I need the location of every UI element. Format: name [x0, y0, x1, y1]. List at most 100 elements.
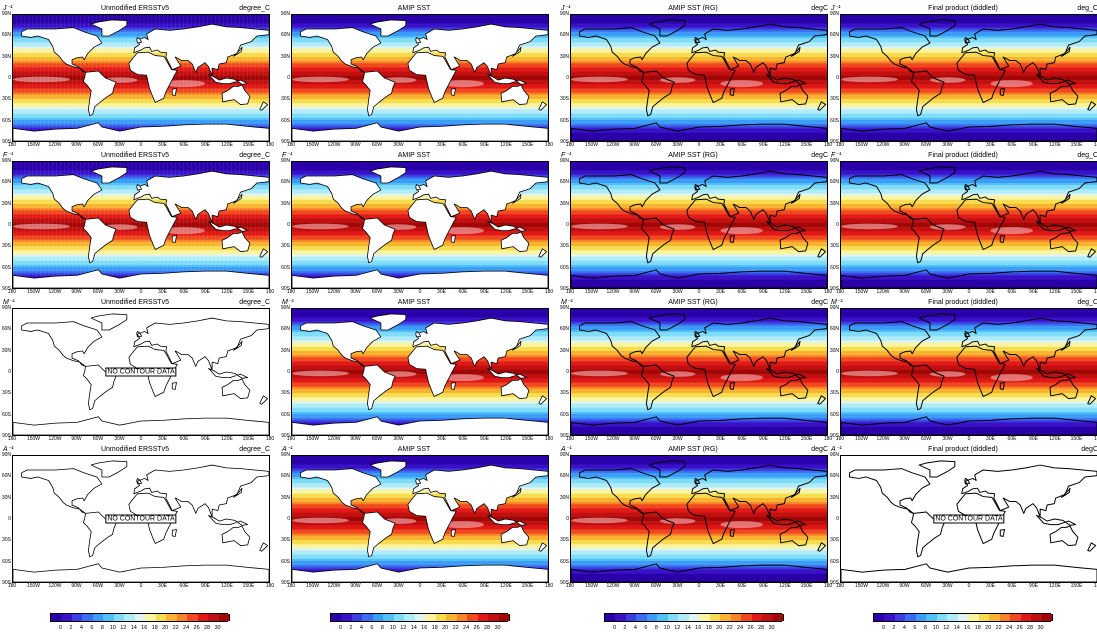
panel-units: degree_C: [239, 299, 270, 306]
coastline-new-zealand: [817, 395, 827, 405]
sst-band: [841, 393, 1097, 396]
sst-band: [13, 235, 269, 238]
latitude-tick-label: 0: [836, 516, 839, 522]
panel-month-label: A⁻¹: [282, 446, 293, 453]
sst-band: [292, 523, 548, 526]
sst-band: [571, 193, 827, 196]
latitude-tick-label: 90N: [829, 158, 839, 164]
sst-band: [571, 516, 827, 520]
sst-band: [841, 248, 1097, 251]
sst-band: [841, 260, 1097, 264]
longitude-tick-label: 30W: [114, 289, 125, 295]
map-svg: [292, 162, 548, 288]
sst-band: [841, 426, 1097, 429]
sst-band: [571, 138, 827, 141]
coastline-north-america: [21, 468, 103, 514]
coastline-australia: [500, 84, 530, 105]
cold-tongue: [571, 223, 628, 230]
latitude-tick-label: 60S: [830, 117, 839, 124]
sst-band: [841, 227, 1097, 230]
sst-band: [292, 105, 548, 108]
latitude-tick-label: 0: [566, 369, 569, 375]
sst-band: [292, 405, 548, 408]
sst-band: [571, 487, 827, 490]
sst-band: [571, 403, 827, 406]
sst-band: [13, 225, 269, 228]
longitude-tick-label: 120E: [779, 436, 791, 442]
coastline-madagascar: [450, 529, 456, 537]
coastline-indonesia: [766, 73, 807, 85]
coastline-australia: [1049, 525, 1079, 547]
sst-band: [841, 351, 1097, 354]
sst-band: [292, 388, 548, 392]
coastline-greenland: [648, 460, 686, 478]
longitude-tick-label: 150E: [242, 583, 255, 589]
map-svg: [292, 309, 548, 435]
latitude-tick-label: 90S: [560, 139, 569, 145]
sst-band: [841, 390, 1097, 394]
longitude-tick-label: 120W: [876, 583, 890, 589]
panel-title: AMIP SST (RG): [668, 446, 718, 453]
coastline-australia: [1049, 231, 1079, 253]
cold-tongue: [841, 76, 898, 83]
sst-band: [292, 15, 548, 18]
coastline-madagascar: [999, 529, 1006, 538]
longitude-tick-label: 60W: [371, 289, 383, 295]
colorbar-tick-label: 30: [768, 625, 775, 631]
coastline-madagascar: [729, 529, 736, 538]
cold-tongue: [162, 80, 205, 88]
panel-month-label: F⁻¹: [831, 152, 842, 159]
longitude-tick-label: 90W: [899, 289, 910, 295]
no-contour-data-label: NO CONTOUR DATA: [105, 367, 177, 377]
sst-band: [571, 474, 827, 478]
sst-band: [292, 113, 548, 117]
sst-band: [13, 15, 269, 18]
coastline-japan: [512, 46, 522, 57]
sst-band: [571, 134, 827, 138]
sst-band: [571, 428, 827, 432]
sst-band: [292, 407, 548, 411]
sst-band: [292, 162, 548, 165]
sst-band: [841, 52, 1097, 56]
sst-band: [841, 174, 1097, 177]
cold-tongue: [441, 227, 484, 235]
panel-month-label: J⁻¹: [831, 5, 841, 12]
sst-band: [841, 111, 1097, 114]
sst-band: [571, 493, 827, 497]
sst-band: [292, 17, 548, 20]
sst-band: [571, 495, 827, 499]
sst-band: [292, 174, 548, 177]
sst-band: [571, 23, 827, 26]
sst-band: [571, 384, 827, 387]
sst-band: [571, 468, 827, 471]
sst-band: [841, 233, 1097, 236]
latitude-tick-label: 60S: [830, 264, 839, 271]
sst-band: [292, 117, 548, 121]
sst-band: [571, 464, 827, 467]
sst-band: [571, 180, 827, 184]
longitude-tick-label: 120W: [606, 142, 620, 148]
longitude-tick-label: 120W: [606, 583, 620, 589]
sst-band: [841, 250, 1097, 253]
longitude-tick-label: 90E: [480, 583, 489, 589]
sst-band: [292, 561, 548, 564]
sst-band: [841, 124, 1097, 127]
latitude-tick-label: 90N: [1, 11, 11, 17]
cold-tongue: [659, 224, 696, 230]
sst-band: [13, 17, 269, 20]
sst-band: [571, 260, 827, 264]
sst-band: [571, 225, 827, 228]
sst-band: [571, 183, 827, 186]
latitude-tick-label: 30N: [829, 347, 839, 354]
sst-band: [292, 86, 548, 89]
coastline-new-zealand: [538, 101, 548, 111]
colorbar-tick-label: 20: [442, 625, 449, 631]
panel-units: deg_C: [1077, 5, 1097, 12]
latitude-tick-label: 90S: [830, 139, 839, 145]
longitude-tick-label: 180: [1093, 142, 1097, 148]
colorbar-tick-label: 24: [463, 625, 470, 631]
sst-band: [13, 168, 269, 171]
latitude-tick-label: 60N: [1, 179, 11, 186]
sst-band: [841, 378, 1097, 381]
sst-band: [571, 21, 827, 24]
